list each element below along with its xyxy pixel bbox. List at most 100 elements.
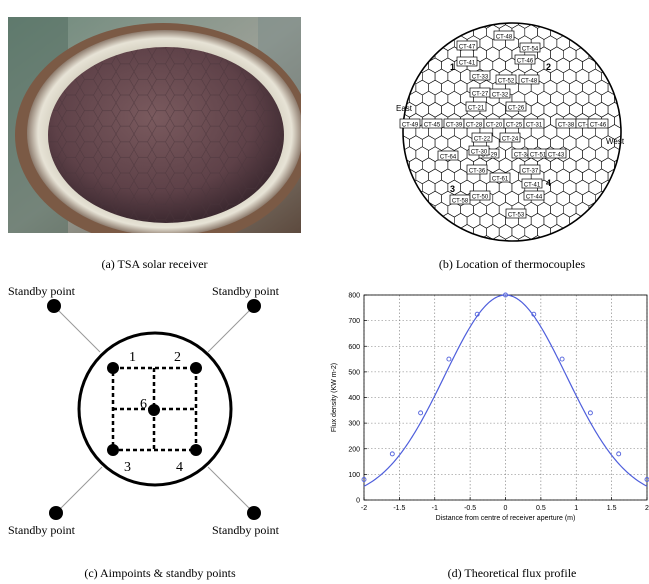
svg-text:CT-58: CT-58 [452, 199, 469, 205]
thermocouple-tag: CT-33 [469, 70, 491, 81]
thermocouple-tag: CT-47 [456, 40, 478, 51]
thermocouple-map: CT-48 CT-47 CT-54 CT-41 CT-46 CT-33 CT-52 CT-48… [378, 20, 646, 244]
svg-text:CT-37: CT-37 [522, 169, 539, 175]
svg-text:CT-45: CT-45 [424, 123, 441, 129]
y-tick-label: 600 [348, 344, 360, 351]
aimpoint-6 [148, 404, 160, 416]
thermocouple-tag: CT-51 [527, 148, 549, 159]
aimpoint-label-3: 3 [124, 460, 131, 475]
quadrant-label-4: 4 [546, 178, 551, 188]
thermocouple-tag: CT-27 [469, 87, 491, 98]
quadrant-label-3: 3 [450, 184, 455, 194]
standby-label-tr: Standby point [212, 284, 280, 298]
thermocouple-tag: CT-28 [463, 118, 485, 129]
flux-marker [503, 292, 508, 298]
aimpoint-3 [107, 444, 119, 456]
svg-text:CT-27: CT-27 [472, 92, 489, 98]
svg-text:CT-32: CT-32 [492, 93, 509, 99]
thermocouple-tag: CT-49 [399, 118, 421, 129]
standby-point-tl [47, 299, 61, 313]
flux-chart: -2 -1.5 -1 -0.5 0 0.5 1 1.5 2 0 100 200 300 400 500 600… [322, 285, 649, 550]
quadrant-label-2: 2 [546, 62, 551, 72]
caption-d: (d) Theoretical flux profile [447, 566, 577, 580]
svg-text:CT-41: CT-41 [459, 61, 476, 67]
thermocouple-tag: CT-39 [443, 118, 465, 129]
y-tick-label: 0 [356, 498, 360, 505]
aimpoint-4 [190, 444, 202, 456]
thermocouple-tag: CT-36 [466, 164, 488, 175]
receiver-outline [402, 22, 622, 242]
chart-grid [363, 294, 648, 501]
east-label: East [396, 104, 413, 113]
standby-label-br: Standby point [212, 523, 280, 537]
svg-text:CT-47: CT-47 [459, 45, 476, 51]
flux-marker [587, 410, 593, 416]
flux-marker [361, 477, 367, 482]
thermocouple-tag: CT-24 [499, 132, 521, 143]
y-axis-label: Flux density (KW m-2) [331, 363, 338, 432]
flux-marker [389, 451, 395, 457]
standby-label-bl: Standby point [8, 523, 76, 537]
flux-curve [363, 294, 648, 487]
thermocouple-tag: CT-48 [493, 30, 515, 41]
svg-text:CT-43: CT-43 [578, 123, 595, 129]
x-tick-label: 1 [574, 505, 578, 512]
receiver-aperture-circle [77, 331, 233, 487]
y-tick-label: 800 [348, 293, 360, 300]
svg-text:CT-28: CT-28 [466, 123, 483, 129]
aimpoint-label-2: 2 [174, 350, 181, 365]
svg-text:CT-31: CT-31 [526, 123, 543, 129]
x-tick-label: 0.5 [536, 505, 546, 512]
x-tick-label: -1.5 [393, 505, 405, 512]
standby-point-tr [247, 299, 261, 313]
thermocouple-tag: CT-52 [495, 74, 517, 85]
svg-text:CT-51: CT-51 [530, 153, 547, 159]
thermocouple-tag: CT-25 [503, 118, 525, 129]
thermocouple-tag: CT-37 [519, 164, 541, 175]
caption-c: (c) Aimpoints & standby points [84, 566, 236, 580]
thermocouple-tag: CT-53 [505, 208, 527, 219]
thermocouple-tag: CT-26 [505, 101, 527, 112]
svg-text:CT-26: CT-26 [508, 106, 525, 112]
aimpoint-1 [107, 362, 119, 374]
svg-text:CT-44: CT-44 [526, 195, 543, 201]
x-tick-label: 1.5 [607, 505, 617, 512]
aimpoint-label-6: 6 [140, 397, 147, 412]
west-label: West [606, 137, 625, 146]
caption-b: (b) Location of thermocouples [438, 257, 586, 271]
standby-point-bl [49, 506, 63, 520]
thermocouple-tag: CT-45 [421, 118, 443, 129]
x-tick-label: 2 [645, 505, 649, 512]
thermocouple-tag: CT-22 [471, 132, 493, 143]
thermocouple-tag: CT-61 [489, 172, 511, 183]
y-tick-label: 700 [348, 318, 360, 325]
thermocouple-tag: CT-46 [587, 118, 609, 129]
thermocouple-tag: CT-43 [545, 148, 567, 159]
flux-marker [474, 311, 480, 317]
x-axis-label: Distance from centre of receiver apertur… [436, 515, 576, 522]
y-tick-label: 500 [348, 369, 360, 376]
standby-label-tl: Standby point [8, 284, 76, 298]
svg-text:CT-22: CT-22 [474, 137, 491, 143]
flux-marker [616, 451, 622, 457]
svg-text:CT-21: CT-21 [468, 106, 485, 112]
svg-text:CT-46: CT-46 [590, 123, 607, 129]
thermocouple-tag: CT-31 [523, 118, 545, 129]
svg-text:CT-61: CT-61 [492, 177, 509, 183]
flux-marker [559, 356, 565, 362]
y-tick-label: 100 [348, 472, 360, 479]
svg-text:CT-54: CT-54 [522, 47, 539, 53]
svg-text:CT-46: CT-46 [517, 59, 534, 65]
svg-text:CT-30: CT-30 [471, 150, 488, 156]
thermocouple-tag: CT-20 [483, 118, 505, 129]
svg-text:CT-20: CT-20 [486, 123, 503, 129]
aimpoints-diagram: 1 2 3 4 6 Standby point Standby point St… [0, 280, 310, 542]
y-tick-label: 300 [348, 421, 360, 428]
svg-text:CT-38: CT-38 [558, 123, 575, 129]
svg-text:CT-49: CT-49 [402, 123, 419, 129]
thermocouple-tag: CT-30 [468, 145, 490, 156]
aimpoint-label-1: 1 [129, 350, 136, 365]
thermocouple-tag: CT-38 [555, 118, 577, 129]
x-tick-label: -1 [432, 505, 438, 512]
quadrant-label-1: 1 [450, 62, 455, 72]
